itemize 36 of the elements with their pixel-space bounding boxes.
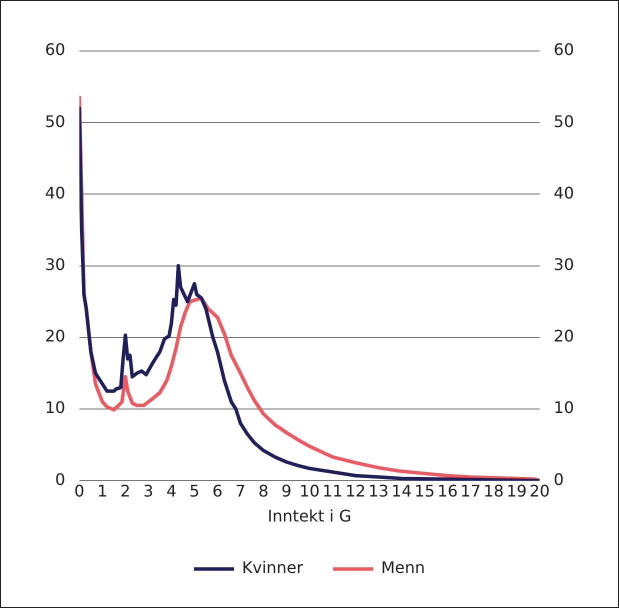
x-tick-label: 0 (74, 481, 84, 500)
x-tick-label: 15 (414, 481, 435, 500)
x-tick-label: 12 (345, 481, 366, 500)
x-tick-label: 20 (529, 481, 550, 500)
x-tick-label: 6 (212, 481, 223, 500)
x-tick-label: 8 (258, 481, 269, 500)
x-tick-label: 19 (506, 481, 527, 500)
y-tick-label: 50 (45, 112, 66, 131)
x-tick-label: 4 (166, 481, 177, 500)
x-tick-label: 10 (299, 481, 320, 500)
y-tick-label: 60 (45, 40, 66, 60)
x-tick-label: 3 (143, 481, 154, 500)
x-tick-label: 16 (437, 481, 458, 500)
y2-tick-label: 40 (554, 183, 574, 202)
y2-tick-label: 60 (554, 40, 574, 60)
y-tick-label: 10 (45, 398, 66, 418)
y-tick-label: 40 (45, 183, 66, 202)
x-tick-label: 14 (391, 481, 412, 500)
y-tick-label: 20 (45, 326, 66, 346)
x-tick-label: 5 (189, 481, 200, 500)
y2-tick-label: 30 (554, 254, 574, 274)
x-tick-label: 13 (368, 481, 389, 500)
y-tick-label: 30 (45, 254, 66, 274)
x-tick-label: 1 (97, 481, 108, 500)
x-tick-label: 7 (235, 481, 246, 500)
y2-tick-label: 20 (554, 326, 574, 346)
x-tick-label: 11 (322, 481, 343, 500)
x-tick-label: 18 (483, 481, 504, 500)
legend-label: Menn (381, 558, 426, 578)
x-tick-label: 9 (281, 481, 292, 500)
x-tick-label: 2 (120, 481, 130, 500)
y2-tick-label: 10 (554, 398, 574, 418)
x-axis-title: Inntekt i G (268, 506, 352, 526)
legend-label: Kvinner (242, 558, 304, 578)
y2-tick-label: 50 (554, 112, 574, 131)
x-tick-label: 17 (460, 481, 481, 500)
